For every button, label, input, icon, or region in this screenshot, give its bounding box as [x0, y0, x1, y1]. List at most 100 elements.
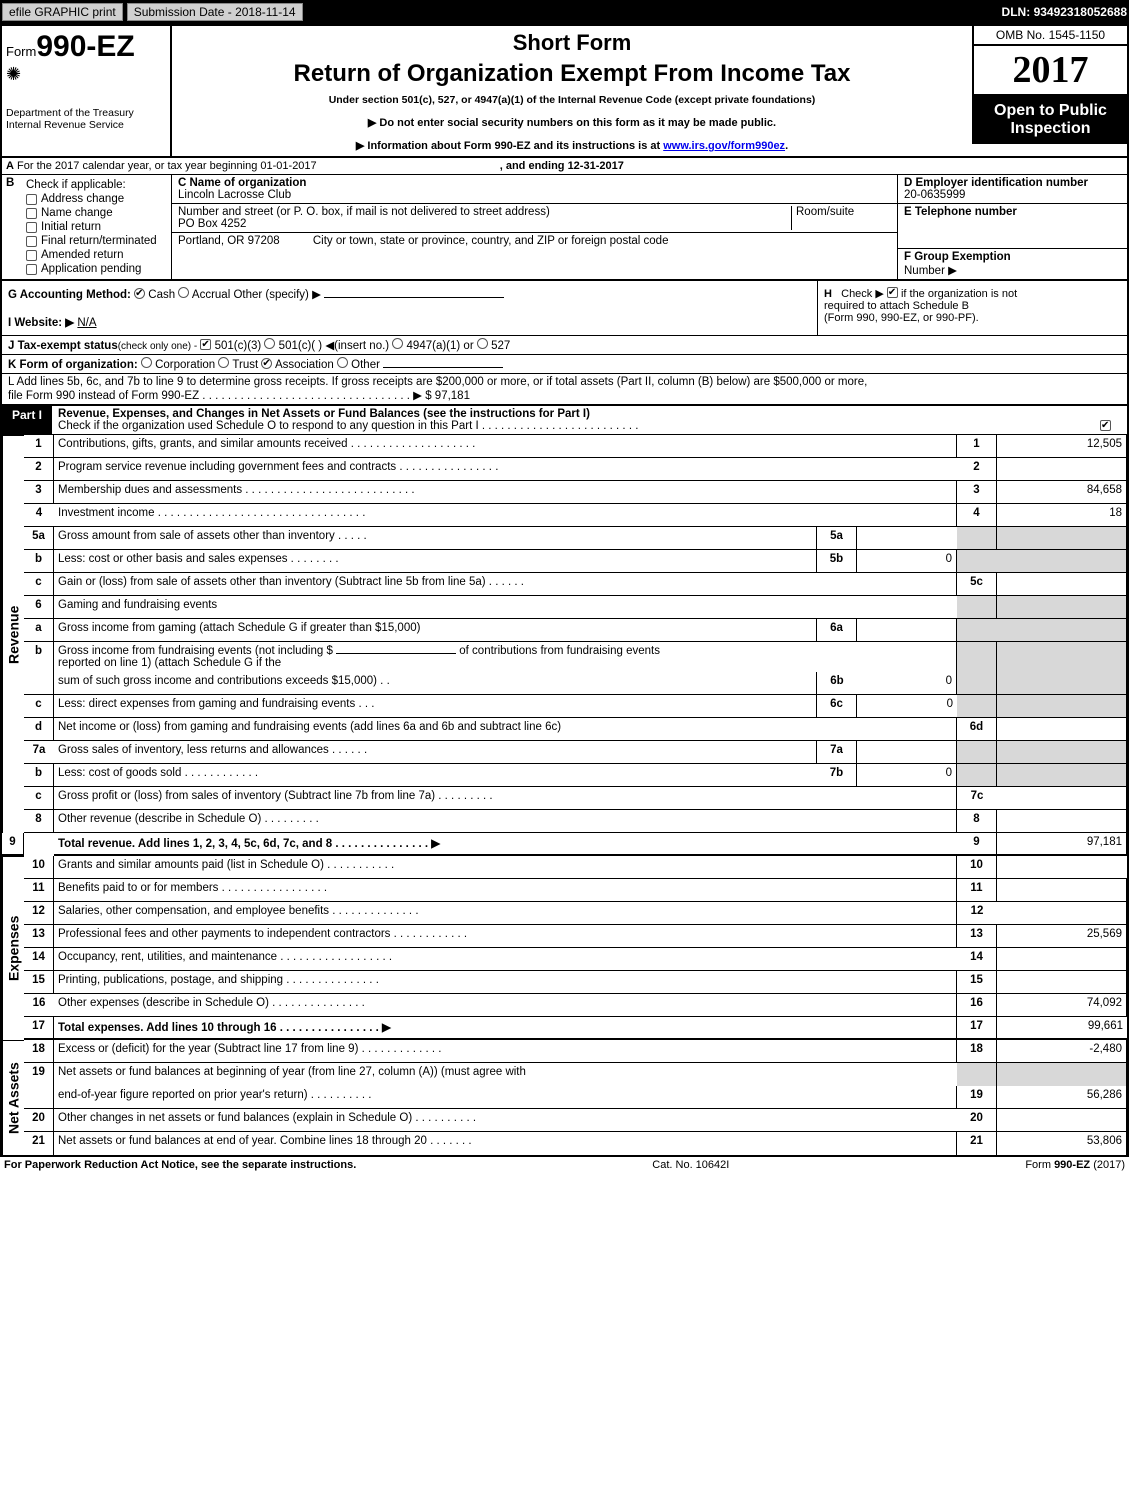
line-5a-mnum: 5a	[817, 527, 857, 550]
shade-6a-1	[957, 619, 997, 642]
radio-corporation[interactable]	[141, 357, 152, 368]
omb-number: OMB No. 1545-1150	[972, 26, 1127, 46]
dln-label: DLN:	[1002, 5, 1031, 19]
line-6d-num: d	[24, 718, 54, 741]
line-17-num: 17	[24, 1017, 54, 1040]
line-11-num: 11	[24, 879, 54, 902]
line-7b-num: b	[24, 764, 54, 787]
line-11-desc: Benefits paid to or for members . . . . …	[54, 879, 957, 902]
line-7a-mnum: 7a	[817, 741, 857, 764]
line-7c-rnum: 7c	[957, 787, 997, 810]
line-14-desc: Occupancy, rent, utilities, and maintena…	[54, 948, 957, 971]
radio-501c[interactable]	[264, 338, 275, 349]
shade-5b-1	[957, 550, 997, 573]
line-5a-mamt	[857, 527, 957, 550]
line-6a-num: a	[24, 619, 54, 642]
irs-link[interactable]: www.irs.gov/form990ez	[663, 140, 785, 152]
other-specify-input[interactable]	[324, 297, 504, 298]
shade-6c-2	[997, 695, 1127, 718]
checkbox-amended-return[interactable]	[26, 250, 37, 261]
form-990ez: Form990-EZ ✺ Department of the Treasury …	[0, 24, 1129, 1157]
line-7b-mnum: 7b	[817, 764, 857, 787]
part-1-label: Part I	[2, 406, 52, 434]
line-16-num: 16	[24, 994, 54, 1017]
checkbox-h[interactable]	[887, 287, 898, 298]
line-5b-mamt: 0	[857, 550, 957, 573]
shade-6-1	[957, 596, 997, 619]
checkbox-name-change[interactable]	[26, 208, 37, 219]
shade-7a-1	[957, 741, 997, 764]
e-label: E Telephone number	[904, 206, 1017, 218]
shade-7a-2	[997, 741, 1127, 764]
line-15-rnum: 15	[957, 971, 997, 994]
shade-6b-1	[957, 672, 997, 695]
radio-other-org[interactable]	[337, 357, 348, 368]
line-12-rnum: 12	[957, 902, 997, 925]
line-9-num: 9	[2, 833, 24, 856]
footer-cat-no: Cat. No. 10642I	[652, 1159, 729, 1171]
line-7c-desc: Gross profit or (loss) from sales of inv…	[54, 787, 957, 810]
form-title: Return of Organization Exempt From Incom…	[178, 60, 966, 88]
footer-paperwork: For Paperwork Reduction Act Notice, see …	[4, 1159, 356, 1171]
checkbox-application-pending[interactable]	[26, 264, 37, 275]
line-5b-desc: Less: cost or other basis and sales expe…	[54, 550, 817, 573]
shade-7b-2	[997, 764, 1127, 787]
line-4-rnum: 4	[957, 504, 997, 527]
radio-trust[interactable]	[218, 357, 229, 368]
checkbox-address-change[interactable]	[26, 194, 37, 205]
line-6b-mnum: 6b	[817, 672, 857, 695]
line-4-amt: 18	[997, 504, 1127, 527]
line-6d-amt	[997, 718, 1127, 741]
part-1-title: Revenue, Expenses, and Changes in Net As…	[58, 408, 590, 420]
line-2-rnum: 2	[957, 458, 997, 481]
line-5b-num: b	[24, 550, 54, 573]
radio-cash[interactable]	[134, 288, 145, 299]
line-9-amt: 97,181	[997, 833, 1127, 856]
line-6d-rnum: 6d	[957, 718, 997, 741]
checkbox-501c3[interactable]	[200, 339, 211, 350]
ein-value: 20-0635999	[904, 189, 965, 201]
line-10-num: 10	[24, 856, 54, 879]
line-13-amt: 25,569	[997, 925, 1127, 948]
shade-5b-2	[997, 550, 1127, 573]
line-a: A For the 2017 calendar year, or tax yea…	[2, 158, 1127, 175]
checkbox-schedule-o[interactable]	[1100, 420, 1111, 431]
submission-date-button[interactable]: Submission Date - 2018-11-14	[127, 3, 303, 21]
org-name: Lincoln Lacrosse Club	[178, 189, 891, 201]
line-17-desc: Total expenses. Add lines 10 through 16 …	[54, 1017, 957, 1040]
line-4-desc: Investment income . . . . . . . . . . . …	[54, 504, 957, 527]
line-18-amt: -2,480	[997, 1040, 1127, 1063]
checkbox-initial-return[interactable]	[26, 222, 37, 233]
line-6a-desc: Gross income from gaming (attach Schedul…	[54, 619, 817, 642]
line-17-rnum: 17	[957, 1017, 997, 1040]
line-6d-desc: Net income or (loss) from gaming and fun…	[54, 718, 957, 741]
line-13-rnum: 13	[957, 925, 997, 948]
line-6c-mamt: 0	[857, 695, 957, 718]
line-21-rnum: 21	[957, 1132, 997, 1155]
line-20-amt	[997, 1109, 1127, 1132]
line-10-desc: Grants and similar amounts paid (list in…	[54, 856, 957, 879]
line-5c-num: c	[24, 573, 54, 596]
row-g-h: G Accounting Method: Cash Accrual Other …	[2, 281, 1127, 336]
line-18-desc: Excess or (deficit) for the year (Subtra…	[54, 1040, 957, 1063]
checkbox-final-return[interactable]	[26, 236, 37, 247]
line-6b-mamt: 0	[857, 672, 957, 695]
seal-icon: ✺	[6, 64, 166, 85]
line-13-num: 13	[24, 925, 54, 948]
radio-accrual[interactable]	[178, 287, 189, 298]
under-section: Under section 501(c), 527, or 4947(a)(1)…	[178, 94, 966, 106]
efile-print-button[interactable]: efile GRAPHIC print	[2, 3, 123, 21]
radio-4947[interactable]	[392, 338, 403, 349]
ssn-note: ▶ Do not enter social security numbers o…	[178, 116, 966, 129]
c-city-label: City or town, state or province, country…	[313, 235, 669, 247]
line-13-desc: Professional fees and other payments to …	[54, 925, 957, 948]
line-12-num: 12	[24, 902, 54, 925]
radio-527[interactable]	[477, 338, 488, 349]
side-label-net-assets: Net Assets	[2, 1040, 24, 1155]
line-16-rnum: 16	[957, 994, 997, 1017]
line-19-desc2: end-of-year figure reported on prior yea…	[54, 1086, 957, 1109]
line-7b-mamt: 0	[857, 764, 957, 787]
radio-association[interactable]	[261, 358, 272, 369]
section-b-through-f: B Check if applicable: Address change Na…	[2, 175, 1127, 281]
line-17-amt: 99,661	[997, 1017, 1127, 1040]
